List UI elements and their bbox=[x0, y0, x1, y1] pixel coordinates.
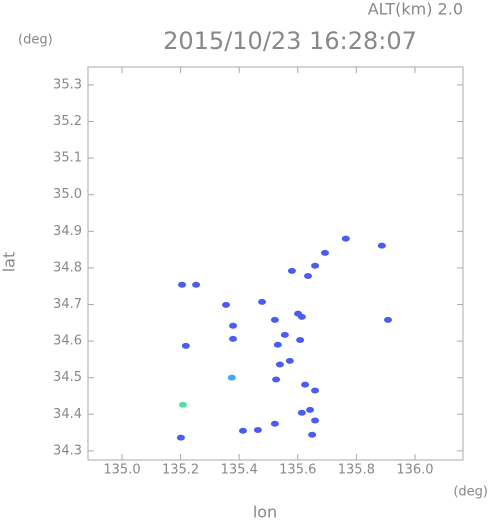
echo-cell bbox=[192, 281, 201, 288]
echo-cell bbox=[272, 376, 281, 383]
y-tick-label: 35.2 bbox=[53, 114, 82, 129]
echo-cell bbox=[306, 406, 315, 413]
echo-cell bbox=[270, 316, 279, 323]
x-axis-label: lon bbox=[253, 503, 277, 521]
echo-cell bbox=[341, 235, 350, 242]
x-tick-label: 135.6 bbox=[279, 463, 316, 478]
echo-cell bbox=[280, 331, 289, 338]
y-tick-label: 34.4 bbox=[53, 407, 82, 422]
echo-cell bbox=[384, 316, 392, 323]
echo-cell bbox=[221, 301, 230, 308]
echo-cell bbox=[321, 249, 330, 256]
echo-cell bbox=[296, 336, 305, 343]
echo-cell bbox=[176, 434, 185, 441]
y-unit: (deg) bbox=[18, 33, 53, 48]
echo-cell bbox=[270, 420, 279, 427]
echo-cell bbox=[311, 262, 320, 269]
y-tick-label: 35.1 bbox=[53, 151, 82, 166]
echo-cell bbox=[258, 298, 267, 305]
chart-title: 2015/10/23 16:28:07 bbox=[163, 27, 417, 55]
x-tick-label: 135.2 bbox=[162, 463, 199, 478]
echo-cell bbox=[229, 322, 238, 329]
echo-cell bbox=[273, 341, 282, 348]
y-axis-label: lat bbox=[0, 252, 19, 273]
x-tick-label: 135.8 bbox=[338, 463, 375, 478]
y-tick-label: 34.9 bbox=[53, 224, 82, 239]
echo-cell bbox=[311, 417, 320, 424]
echo-cell bbox=[229, 335, 238, 342]
echo-cell bbox=[253, 426, 262, 433]
y-tick-label: 34.7 bbox=[53, 297, 82, 312]
echo-cell bbox=[294, 310, 303, 317]
echo-cell bbox=[377, 242, 386, 249]
x-tick-label: 135.4 bbox=[221, 463, 258, 478]
y-tick-label: 35.3 bbox=[53, 77, 82, 92]
echo-cell bbox=[238, 427, 247, 434]
y-tick-label: 34.3 bbox=[53, 443, 82, 458]
plot-frame bbox=[87, 66, 464, 461]
echo-cell bbox=[285, 357, 294, 364]
echo-cell bbox=[311, 387, 320, 394]
echo-cell bbox=[227, 374, 236, 381]
echo-cell bbox=[287, 267, 296, 274]
echo-cell bbox=[297, 409, 306, 416]
chart-subtitle: ALT(km) 2.0 bbox=[368, 0, 463, 19]
x-tick-label: 136.0 bbox=[396, 463, 433, 478]
echo-cell bbox=[301, 381, 310, 388]
echo-cell bbox=[181, 342, 190, 349]
y-tick-label: 34.8 bbox=[53, 260, 82, 275]
echo-cell bbox=[275, 361, 284, 368]
y-tick-label: 35.0 bbox=[53, 187, 82, 202]
echo-cell bbox=[178, 281, 187, 288]
x-unit: (deg) bbox=[453, 485, 488, 500]
y-tick-label: 34.6 bbox=[53, 334, 82, 349]
x-tick-label: 135.0 bbox=[103, 463, 140, 478]
y-tick-label: 34.5 bbox=[53, 370, 82, 385]
echo-cell bbox=[178, 401, 187, 408]
echo-cell bbox=[308, 431, 317, 438]
echo-cell bbox=[304, 272, 313, 279]
